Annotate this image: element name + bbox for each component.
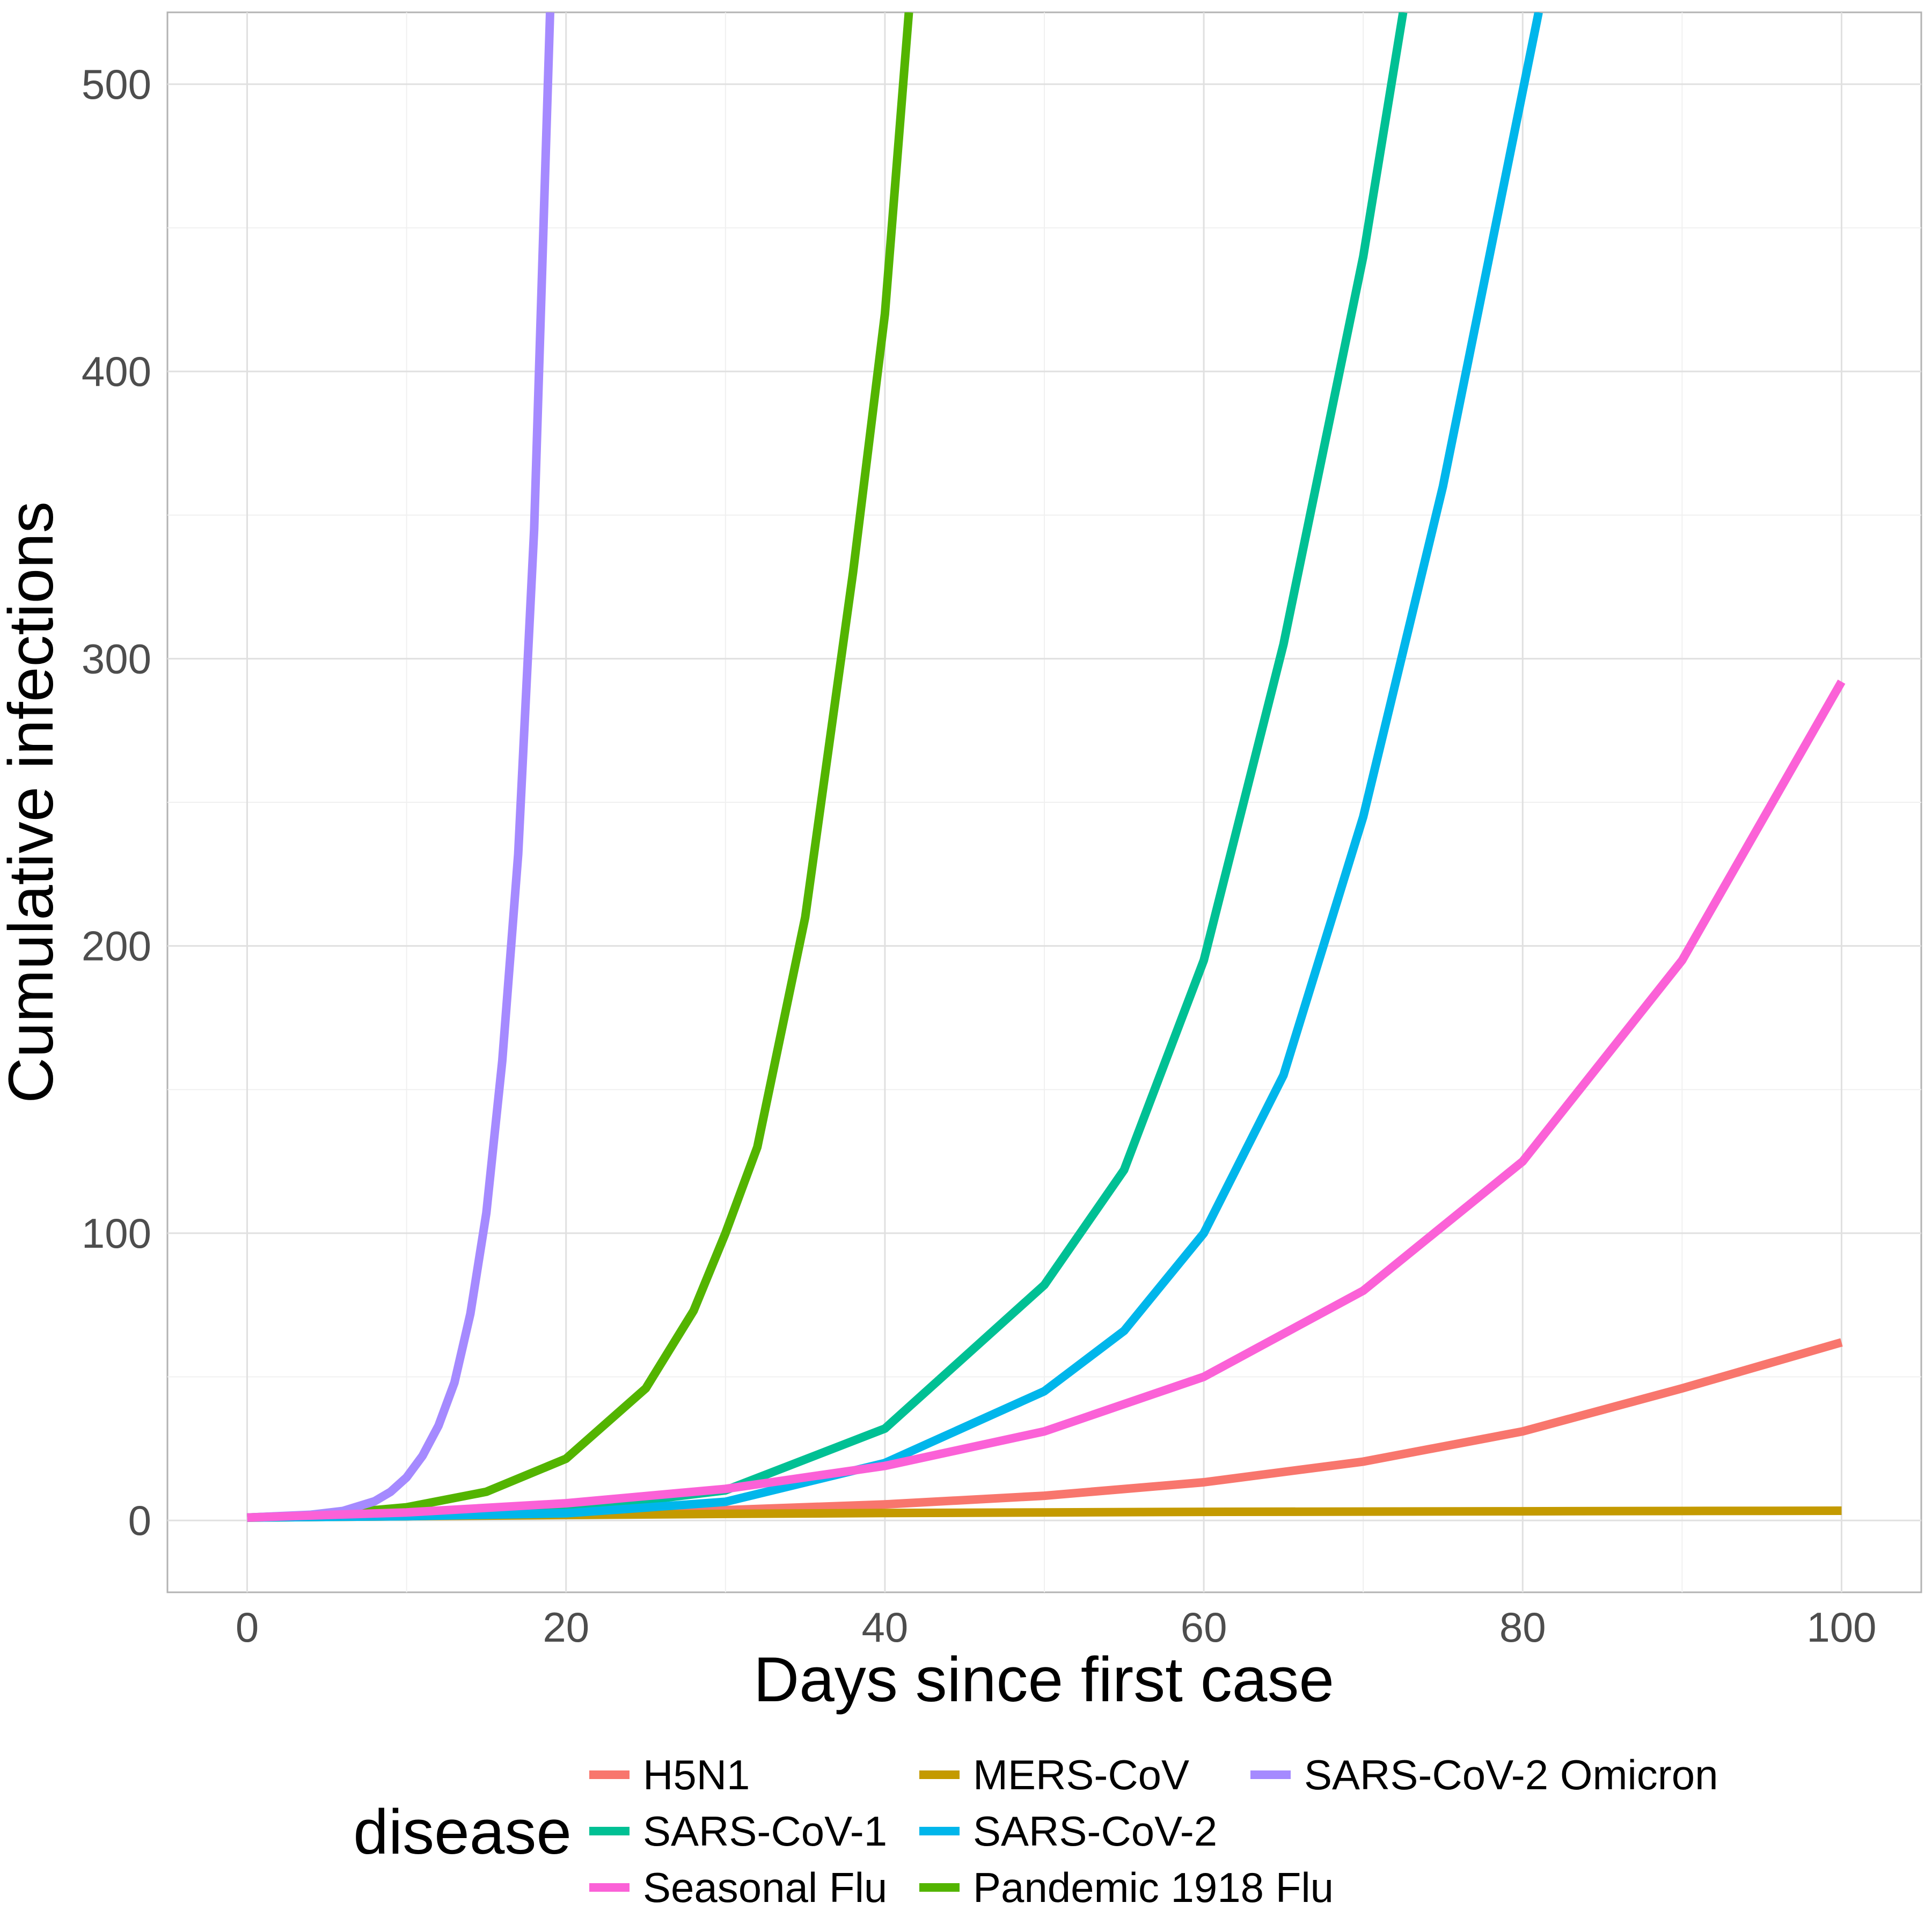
- x-tick-label: 100: [1806, 1604, 1876, 1651]
- grid-minor: [167, 12, 1921, 1592]
- series-layer: [247, 12, 1846, 1522]
- legend-item-sars-cov-2-omicron: SARS-CoV-2 Omicron: [1250, 1751, 1718, 1798]
- legend: disease H5N1 SARS-CoV-1 Seasonal Flu MERS-C…: [353, 1751, 1718, 1911]
- legend-item-sars-cov-2: SARS-CoV-2: [919, 1807, 1217, 1855]
- legend-items: H5N1 SARS-CoV-1 Seasonal Flu MERS-CoV SARS-C…: [589, 1751, 1718, 1911]
- legend-item-sars-cov-1: SARS-CoV-1: [589, 1807, 887, 1855]
- legend-label-h5n1: H5N1: [643, 1751, 750, 1798]
- y-tick-label: 400: [82, 348, 151, 395]
- x-tick-label: 40: [862, 1604, 909, 1651]
- x-tick-label: 20: [543, 1604, 589, 1651]
- y-tick-label: 300: [82, 635, 151, 682]
- y-axis-title: Cumulative infections: [0, 501, 67, 1103]
- legend-label-sars-cov-2: SARS-CoV-2: [973, 1807, 1217, 1855]
- y-tick-label: 100: [82, 1210, 151, 1257]
- legend-item-pandemic-1918-flu: Pandemic 1918 Flu: [919, 1864, 1334, 1911]
- legend-label-sars-cov-2-omicron: SARS-CoV-2 Omicron: [1304, 1751, 1718, 1798]
- y-tick-label: 200: [82, 923, 151, 970]
- legend-label-seasonal-flu: Seasonal Flu: [643, 1864, 887, 1911]
- x-axis-title: Days since first case: [753, 1644, 1334, 1715]
- legend-label-pandemic-1918-flu: Pandemic 1918 Flu: [973, 1864, 1334, 1911]
- legend-label-mers-cov: MERS-CoV: [973, 1751, 1189, 1798]
- x-tick-label: 0: [236, 1604, 259, 1651]
- y-tick-labels: 0 100 200 300 400 500: [82, 61, 151, 1544]
- legend-title: disease: [353, 1797, 572, 1868]
- x-tick-label: 80: [1499, 1604, 1546, 1651]
- legend-item-mers-cov: MERS-CoV: [919, 1751, 1189, 1798]
- series-line-sars-cov-2: [247, 12, 1543, 1522]
- legend-item-h5n1: H5N1: [589, 1751, 750, 1798]
- legend-label-sars-cov-1: SARS-CoV-1: [643, 1807, 887, 1855]
- y-tick-label: 0: [128, 1497, 151, 1544]
- series-line-seasonal-flu: [247, 679, 1846, 1522]
- series-line-sars-cov-2-omicron: [247, 12, 554, 1522]
- x-tick-labels: 0 20 40 60 80 100: [236, 1604, 1877, 1651]
- x-tick-label: 60: [1181, 1604, 1227, 1651]
- y-tick-label: 500: [82, 61, 151, 108]
- series-line-pandemic-1918-flu: [247, 12, 913, 1522]
- legend-item-seasonal-flu: Seasonal Flu: [589, 1864, 887, 1911]
